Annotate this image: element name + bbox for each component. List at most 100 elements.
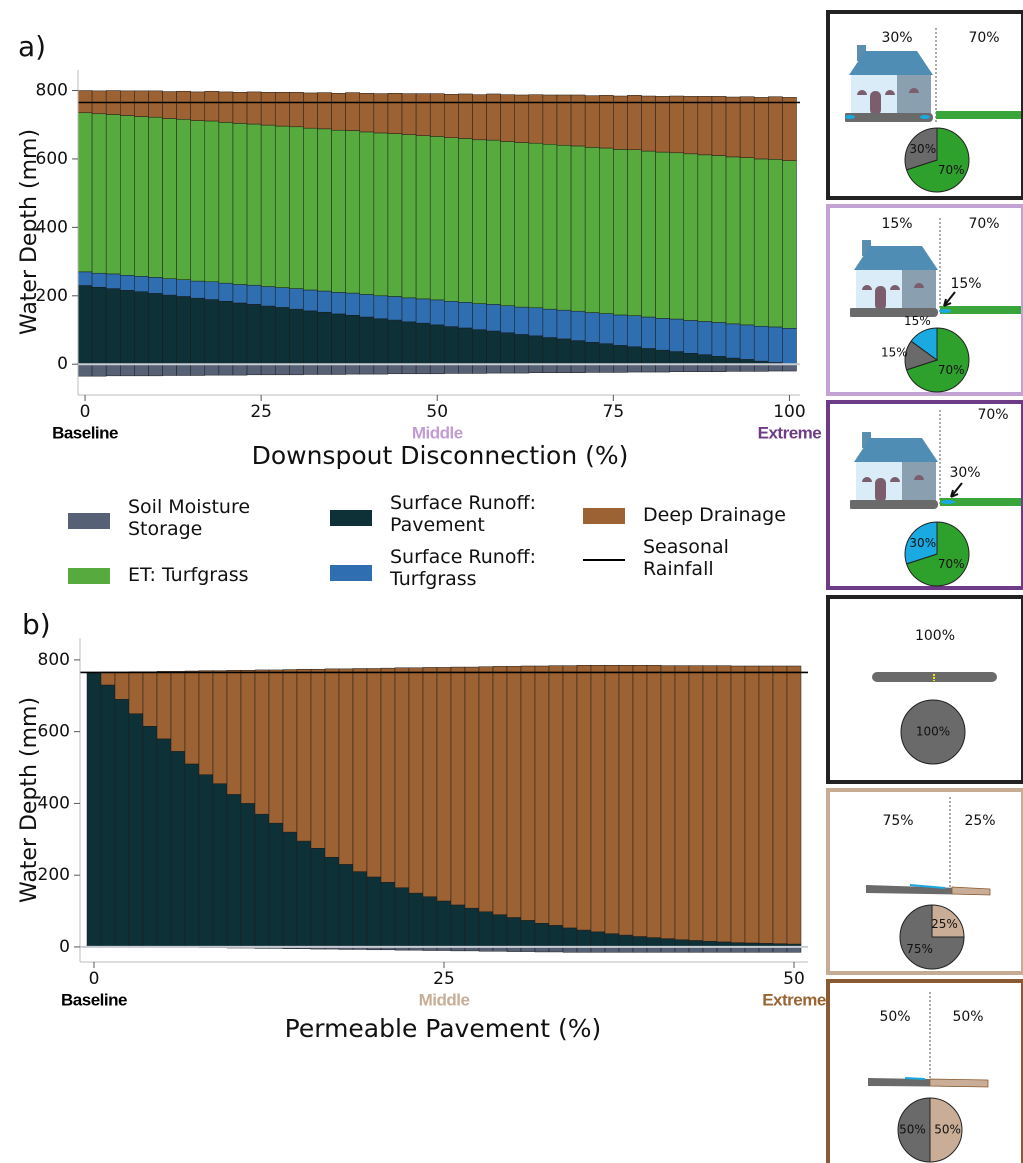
panel-frame <box>826 10 1023 200</box>
bar-segment <box>415 322 431 365</box>
turfgrass <box>940 498 1023 506</box>
bar-segment <box>91 286 107 365</box>
legend-label: Surface Runoff: Turfgrass <box>390 546 536 590</box>
water <box>845 115 855 119</box>
bar-segment <box>627 315 642 348</box>
bar-segment <box>289 288 304 310</box>
bar-segment <box>711 363 727 372</box>
bar-segment <box>613 345 628 365</box>
bar-segment <box>380 667 396 883</box>
x-tick-label: 100 <box>773 402 805 422</box>
panel-annotation: 15% <box>881 216 912 232</box>
bar-segment <box>142 726 158 948</box>
bar-segment <box>401 363 417 375</box>
bar-segment <box>632 936 648 948</box>
bar-segment <box>444 301 459 327</box>
bar-segment <box>627 346 642 365</box>
y-tick-label: 0 <box>57 354 68 374</box>
water <box>904 1077 926 1080</box>
bar-segment <box>134 276 149 292</box>
bar-segment <box>646 665 662 938</box>
bar-segment <box>450 904 466 948</box>
bar-segment <box>176 296 191 365</box>
bar-segment <box>296 840 312 948</box>
bar-segment <box>725 323 741 359</box>
bar-segment <box>317 128 332 292</box>
pie-label: 30% <box>909 142 936 156</box>
bar-segment <box>303 127 318 291</box>
pie-label: 75% <box>906 942 933 956</box>
bar-segment <box>627 95 642 150</box>
x-tick-label: 25 <box>250 402 272 422</box>
bar-segment <box>562 927 578 948</box>
bar-segment <box>198 670 214 775</box>
bar-segment <box>274 91 290 127</box>
panel-label: a) <box>18 30 46 63</box>
permeable-pavement <box>951 886 991 896</box>
bar-segment <box>576 665 592 931</box>
bar-segment <box>401 321 417 365</box>
water <box>941 500 955 504</box>
bar-segment <box>556 338 572 365</box>
bar-segment <box>176 363 191 376</box>
bar-segment <box>162 91 177 119</box>
bar-segment <box>782 97 797 161</box>
y-axis-label: Water Depth (mm) <box>17 697 42 903</box>
bar-segment <box>260 286 276 307</box>
bar-segment <box>562 665 578 929</box>
bar-segment <box>176 90 191 120</box>
bar-segment <box>486 304 501 332</box>
bar-segment <box>528 363 544 374</box>
bar-segment <box>246 304 262 365</box>
bar-segment <box>613 149 628 316</box>
bar-segment <box>697 96 713 156</box>
bar-segment <box>317 290 332 313</box>
bar-segment <box>702 665 718 942</box>
y-tick-label: 200 <box>36 286 68 306</box>
bar-segment <box>739 363 755 372</box>
bar-segment <box>613 314 628 346</box>
bar-segment <box>711 96 727 156</box>
bar-segment <box>401 297 417 323</box>
house <box>848 432 938 509</box>
bar-segment <box>570 310 586 341</box>
bar-segment <box>584 95 600 148</box>
bar-segment <box>156 671 172 740</box>
bar-segment <box>584 312 600 343</box>
bar-segment <box>641 363 656 373</box>
bar-segment <box>458 138 473 303</box>
bar-segment <box>570 340 586 365</box>
panel-annotation: 70% <box>968 216 999 232</box>
panel-label: b) <box>22 608 51 641</box>
pie-label: 15% <box>904 314 931 328</box>
bar-segment <box>768 326 783 363</box>
bar-segment <box>464 907 480 948</box>
bar-segment <box>373 295 389 319</box>
bar-segment <box>514 142 530 308</box>
bar-segment <box>232 302 248 365</box>
bar-segment <box>162 363 177 376</box>
bar-segment <box>317 92 332 130</box>
bar-segment <box>627 363 642 373</box>
bar-segment <box>472 94 487 141</box>
bar-segment <box>500 141 515 306</box>
house <box>848 240 938 317</box>
bar-segment <box>303 92 318 129</box>
bar-segment <box>120 363 135 377</box>
x-tick-label: 25 <box>433 969 455 989</box>
bar-segment <box>655 363 670 373</box>
plot <box>77 90 797 377</box>
bar-segment <box>226 670 242 795</box>
bar-segment <box>528 142 544 309</box>
bar-segment <box>598 313 614 344</box>
bar-segment <box>646 937 662 948</box>
bar-segment <box>429 363 445 375</box>
bar-segment <box>472 329 487 365</box>
bar-segment <box>324 668 340 858</box>
x-axis-label: Downspout Disconnection (%) <box>252 441 629 470</box>
bar-segment <box>613 95 628 150</box>
bar-segment <box>584 342 600 365</box>
bar-segment <box>641 150 656 318</box>
panel-annotation: 30% <box>881 30 912 46</box>
